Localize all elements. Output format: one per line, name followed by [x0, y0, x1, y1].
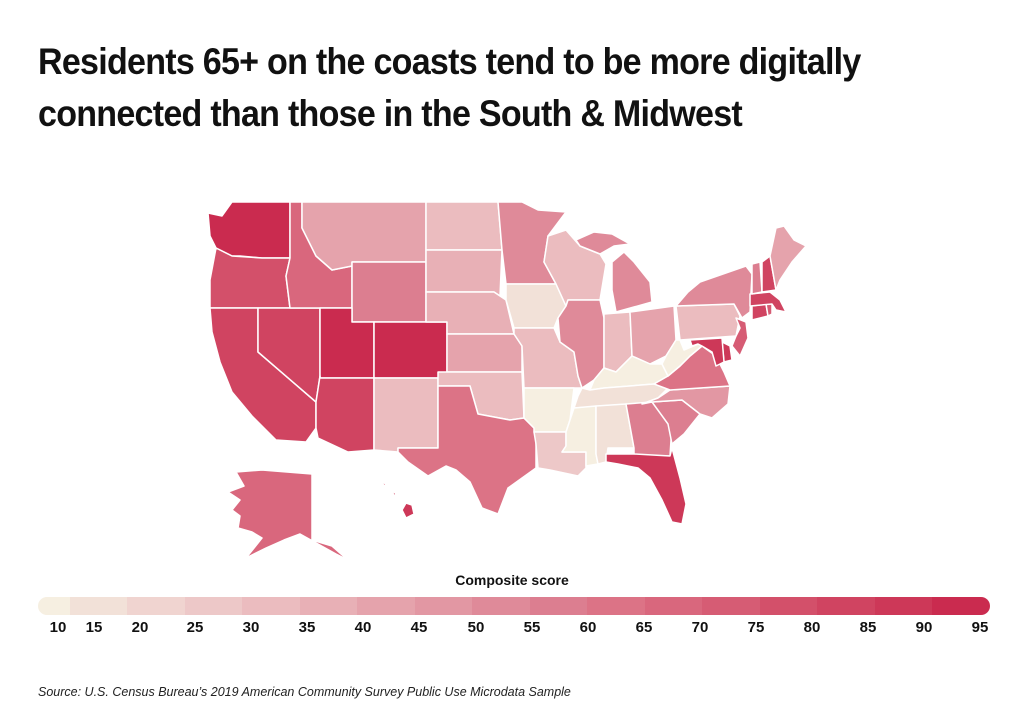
legend-tick-label: 30: [242, 619, 260, 636]
state-IA: Iowa: 18: [505, 283, 567, 329]
legend-swatch: [38, 597, 70, 615]
legend-tick-label: 90: [915, 619, 933, 636]
state-KS: Kansas: 44: [446, 333, 523, 373]
legend-swatch: [644, 597, 703, 615]
state-NC: North Carolina: 48: [641, 385, 731, 419]
state-NJ: New Jersey: 72: [731, 317, 749, 357]
state-MT: Montana: 42: [301, 201, 427, 271]
legend-swatch: [587, 597, 645, 615]
legend-tick-label: 55: [523, 619, 541, 636]
legend-tick-label: 25: [186, 619, 204, 636]
legend-swatch: [414, 597, 473, 615]
legend-title: Composite score: [455, 572, 569, 588]
legend-tick-label: 60: [579, 619, 597, 636]
legend-tick-label: 45: [410, 619, 428, 636]
state-MD: Maryland: 88: [689, 337, 725, 367]
state-SD: South Dakota: 36: [425, 249, 503, 297]
legend-swatch: [529, 597, 588, 615]
legend-tick-label: 65: [635, 619, 653, 636]
state-CT: Connecticut: 80: [751, 303, 769, 321]
state-NM: New Mexico: 33: [373, 377, 439, 453]
color-scale-bar: [38, 597, 990, 615]
state-ND: North Dakota: 32: [425, 201, 503, 251]
chart-title: Residents 65+ on the coasts tend to be m…: [38, 41, 861, 134]
state-AR: Arkansas: 13: [523, 387, 575, 433]
state-TX: Texas: 62: [397, 385, 537, 515]
state-VT: Vermont: 56: [751, 261, 763, 295]
state-FL: Florida: 85: [605, 447, 687, 525]
legend-tick-label: 95: [971, 619, 989, 636]
state-AZ: Arizona: 80: [315, 375, 375, 453]
state-AK: Alaska: 65: [227, 469, 349, 561]
legend-swatch: [874, 597, 933, 615]
legend-swatch: [472, 597, 530, 615]
state-MA: Massachusetts: 82: [749, 291, 787, 313]
legend-swatch: [69, 597, 128, 615]
legend-swatch: [817, 597, 875, 615]
legend-swatch: [242, 597, 300, 615]
state-IL: Illinois: 52: [557, 299, 605, 389]
state-CO: Colorado: 92: [373, 321, 448, 379]
legend-swatch: [759, 597, 818, 615]
legend-swatch: [702, 597, 760, 615]
state-PA: Pennsylvania: 32: [675, 303, 741, 341]
state-MI: Michigan: 52: [575, 231, 653, 313]
legend-tick-label: 80: [803, 619, 821, 636]
legend-swatch: [184, 597, 243, 615]
state-WY: Wyoming: 57: [351, 261, 427, 323]
legend-tick-label: 15: [85, 619, 103, 636]
legend-swatch: [127, 597, 185, 615]
legend-tick-label: 50: [467, 619, 485, 636]
legend-swatch: [299, 597, 358, 615]
state-HI: Hawaii: 88: [381, 481, 415, 519]
legend-tick-label: 20: [131, 619, 149, 636]
legend-tick-label: 35: [298, 619, 316, 636]
legend-tick-label: 10: [49, 619, 67, 636]
legend-tick-label: 75: [747, 619, 765, 636]
source-note: Source: U.S. Census Bureau’s 2019 Americ…: [38, 685, 571, 699]
state-ME: Maine: 42: [769, 225, 807, 291]
legend-tick-label: 85: [859, 619, 877, 636]
legend-tick-label: 70: [691, 619, 709, 636]
legend-swatch: [357, 597, 415, 615]
legend-tick-label: 40: [354, 619, 372, 636]
legend-ticks: 10 15 20 25 30 35 40 45 50 55 60 65 70 75 80 85 90 95: [0, 619, 1024, 639]
legend-swatch: [932, 597, 990, 615]
